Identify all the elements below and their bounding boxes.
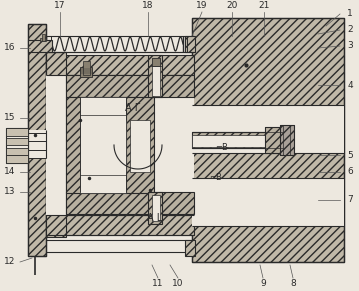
- Text: 14: 14: [4, 168, 16, 177]
- Bar: [192, 18, 344, 262]
- Bar: [185, 240, 195, 256]
- Bar: [185, 36, 195, 52]
- Bar: [192, 18, 344, 262]
- Bar: [66, 75, 194, 97]
- Text: 15: 15: [4, 113, 16, 123]
- Text: 8: 8: [290, 278, 296, 288]
- Text: 6: 6: [347, 168, 353, 177]
- Bar: [83, 61, 90, 75]
- Bar: [28, 24, 46, 256]
- Bar: [42, 34, 45, 41]
- Bar: [130, 120, 150, 172]
- Bar: [66, 97, 126, 193]
- Bar: [80, 97, 126, 193]
- Text: 16: 16: [4, 43, 16, 52]
- Bar: [28, 24, 46, 256]
- Text: 7: 7: [347, 196, 353, 205]
- Text: 13: 13: [4, 187, 16, 196]
- Bar: [148, 192, 162, 224]
- Bar: [46, 55, 194, 75]
- Bar: [192, 105, 344, 153]
- Bar: [66, 192, 194, 214]
- Text: 12: 12: [4, 258, 16, 267]
- Text: ⌐B: ⌐B: [210, 173, 223, 182]
- Bar: [6, 138, 28, 145]
- Bar: [152, 58, 160, 66]
- Text: 17: 17: [54, 1, 66, 10]
- Text: 10: 10: [172, 278, 184, 288]
- Bar: [192, 178, 344, 226]
- Bar: [46, 75, 194, 215]
- Bar: [152, 58, 160, 96]
- Bar: [6, 155, 28, 163]
- Bar: [152, 195, 160, 221]
- Text: 20: 20: [226, 1, 238, 10]
- Text: 9: 9: [260, 278, 266, 288]
- Text: 3: 3: [347, 42, 353, 51]
- Text: 18: 18: [142, 1, 154, 10]
- Bar: [192, 135, 272, 147]
- Text: 21: 21: [258, 1, 270, 10]
- Bar: [148, 55, 162, 97]
- Text: ⌐B: ⌐B: [215, 143, 228, 152]
- Bar: [40, 38, 46, 41]
- Text: 5: 5: [347, 150, 353, 159]
- Bar: [265, 127, 283, 153]
- Bar: [46, 52, 66, 237]
- Text: 1: 1: [347, 10, 353, 19]
- Bar: [46, 215, 194, 235]
- Bar: [6, 128, 28, 163]
- Text: 11: 11: [152, 278, 164, 288]
- Bar: [6, 148, 28, 155]
- Text: A L: A L: [148, 213, 163, 223]
- Text: 19: 19: [196, 1, 208, 10]
- Bar: [192, 132, 272, 148]
- Text: 4: 4: [347, 81, 353, 90]
- Bar: [280, 125, 294, 155]
- Bar: [126, 97, 154, 193]
- Bar: [28, 40, 52, 52]
- Bar: [280, 125, 294, 155]
- Text: 2: 2: [347, 26, 353, 35]
- Bar: [80, 67, 92, 77]
- Bar: [6, 128, 28, 136]
- Bar: [265, 127, 283, 153]
- Bar: [28, 130, 46, 158]
- Text: A Γ: A Γ: [125, 103, 141, 113]
